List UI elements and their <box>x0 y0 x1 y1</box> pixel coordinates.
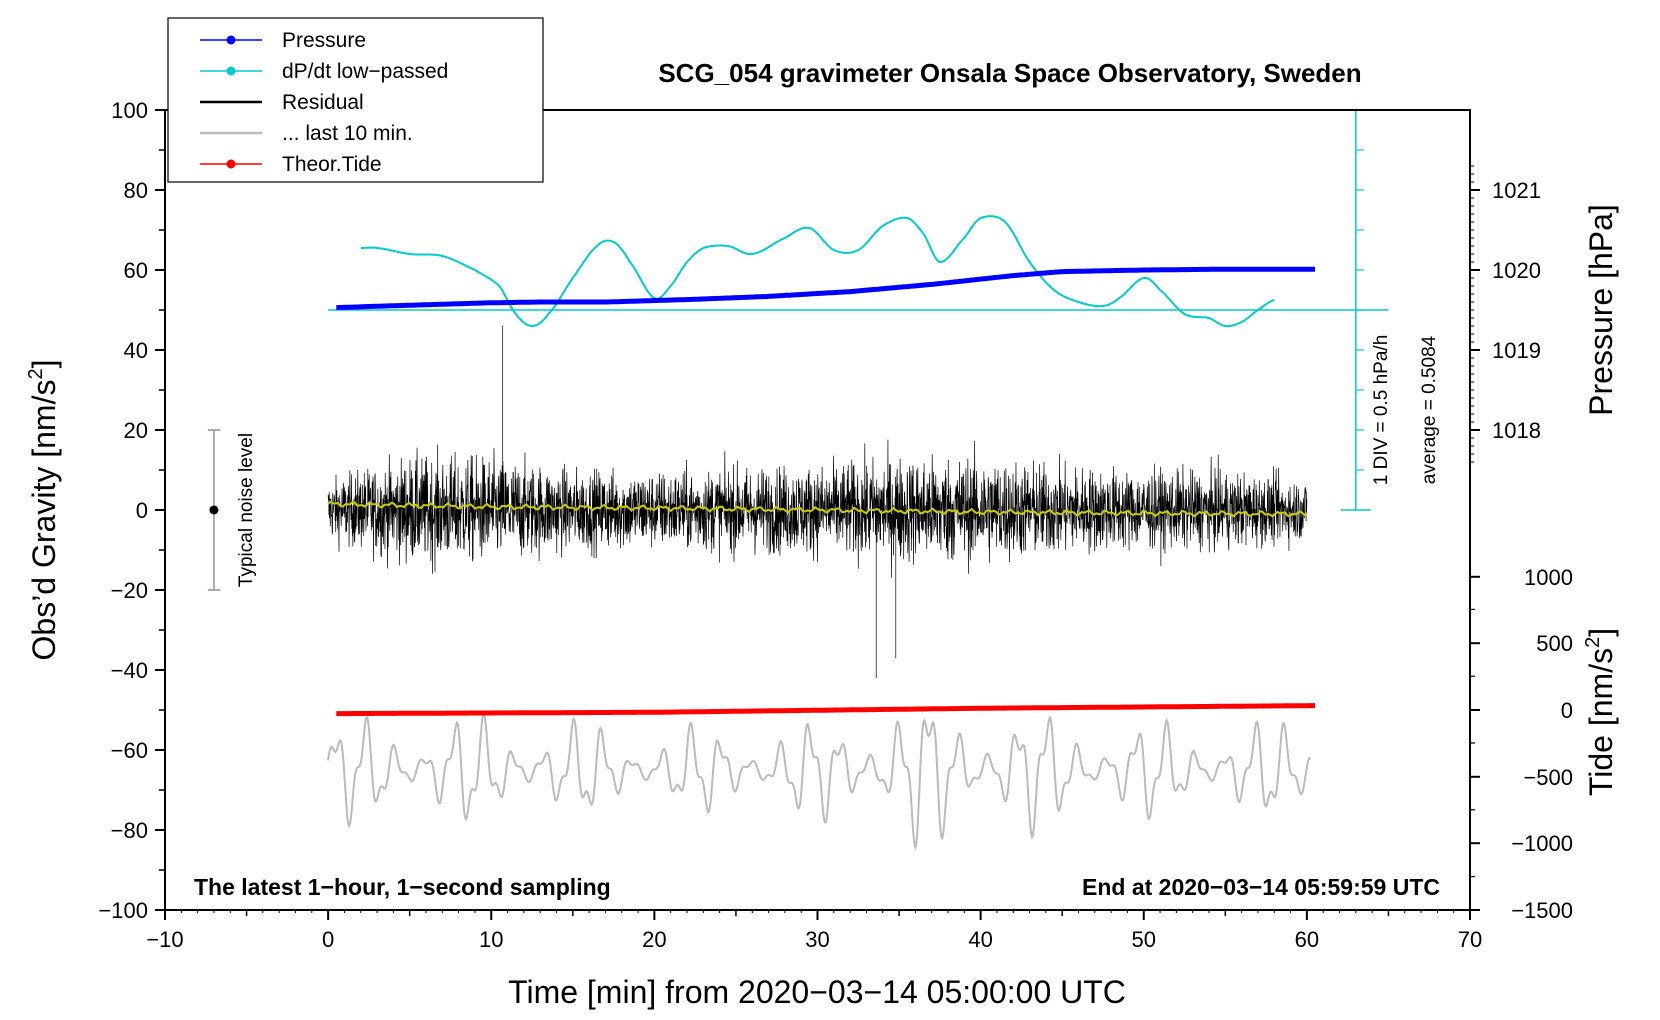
annotation-layer: 1 DIV = 0.5 hPa/h average = 0.5084 Typical… <box>207 109 1440 591</box>
pressure-tick-label: 1018 <box>1492 418 1541 443</box>
y-tick-label: 40 <box>124 338 148 363</box>
y-tick-label: 100 <box>111 98 148 123</box>
tide-tick-label: 1000 <box>1524 565 1573 590</box>
legend-label: dP/dt low−passed <box>282 60 448 83</box>
sampling-note: The latest 1−hour, 1−second sampling <box>194 874 611 900</box>
series-dpdt <box>360 215 1275 328</box>
y-tick-label: −40 <box>111 658 148 683</box>
tide-tick-label: 500 <box>1536 631 1573 656</box>
y-tick-label: −100 <box>98 898 148 923</box>
x-axis-title: Time [min] from 2020−03−14 05:00:00 UTC <box>508 974 1126 1010</box>
noise-label: Typical noise level <box>236 433 257 587</box>
x-tick-label: −10 <box>146 927 183 952</box>
x-tick-label: 0 <box>322 927 334 952</box>
series-theor-tide <box>336 703 1315 717</box>
x-tick-label: 10 <box>479 927 503 952</box>
legend-label: Residual <box>282 91 364 114</box>
pressure-tick-label: 1021 <box>1492 178 1541 203</box>
y-axis-title: Obs’d Gravity [nm/s2] <box>25 360 62 661</box>
chart-title: SCG_054 gravimeter Onsala Space Observat… <box>658 58 1361 88</box>
tide-tick-label: −1500 <box>1511 898 1573 923</box>
legend-box <box>167 17 544 183</box>
y-tick-label: 60 <box>124 258 148 283</box>
series-pressure <box>336 266 1315 311</box>
dpdt-average-label: average = 0.5084 <box>1419 335 1440 484</box>
y-tick-label: 80 <box>124 178 148 203</box>
x-tick-label: 70 <box>1458 927 1482 952</box>
legend-marker <box>226 35 236 45</box>
pressure-tick-label: 1019 <box>1492 338 1541 363</box>
y-tick-label: −60 <box>111 738 148 763</box>
noise-center-dot <box>209 505 219 515</box>
legend-marker <box>226 66 236 76</box>
tide-tick-label: −1000 <box>1511 831 1573 856</box>
dpdt-scale-label: 1 DIV = 0.5 hPa/h <box>1371 335 1392 486</box>
tide-tick-label: −500 <box>1523 765 1573 790</box>
y-tick-label: −20 <box>111 578 148 603</box>
axis-layer: −10 0 10 20 30 40 50 60 70−100−80−60−40−20020406… <box>98 98 1573 952</box>
series-last-10-min <box>327 710 1311 851</box>
y-tick-label: −80 <box>111 818 148 843</box>
x-tick-label: 40 <box>968 927 992 952</box>
pressure-axis-title: Pressure [hPa] <box>1583 204 1619 416</box>
legend-marker <box>226 159 236 169</box>
series-layer <box>327 215 1389 851</box>
end-time-note: End at 2020−03−14 05:59:59 UTC <box>1082 874 1440 900</box>
x-tick-label: 30 <box>805 927 829 952</box>
pressure-tick-label: 1020 <box>1492 258 1541 283</box>
legend-label: ... last 10 min. <box>282 122 413 145</box>
x-tick-label: 50 <box>1132 927 1156 952</box>
legend-label: Pressure <box>282 29 366 52</box>
series-residual <box>327 326 1308 678</box>
x-tick-label: 20 <box>642 927 666 952</box>
tide-axis-title: Tide [nm/s2] <box>1582 628 1619 796</box>
y-tick-label: 0 <box>136 498 148 523</box>
legend: Pressure dP/dt low−passed Residual ... last… <box>167 17 544 183</box>
legend-label: Theor.Tide <box>282 153 382 176</box>
tide-tick-label: 0 <box>1561 698 1573 723</box>
y-tick-label: 20 <box>124 418 148 443</box>
series-residual-smoothed <box>327 500 1308 518</box>
x-tick-label: 60 <box>1295 927 1319 952</box>
